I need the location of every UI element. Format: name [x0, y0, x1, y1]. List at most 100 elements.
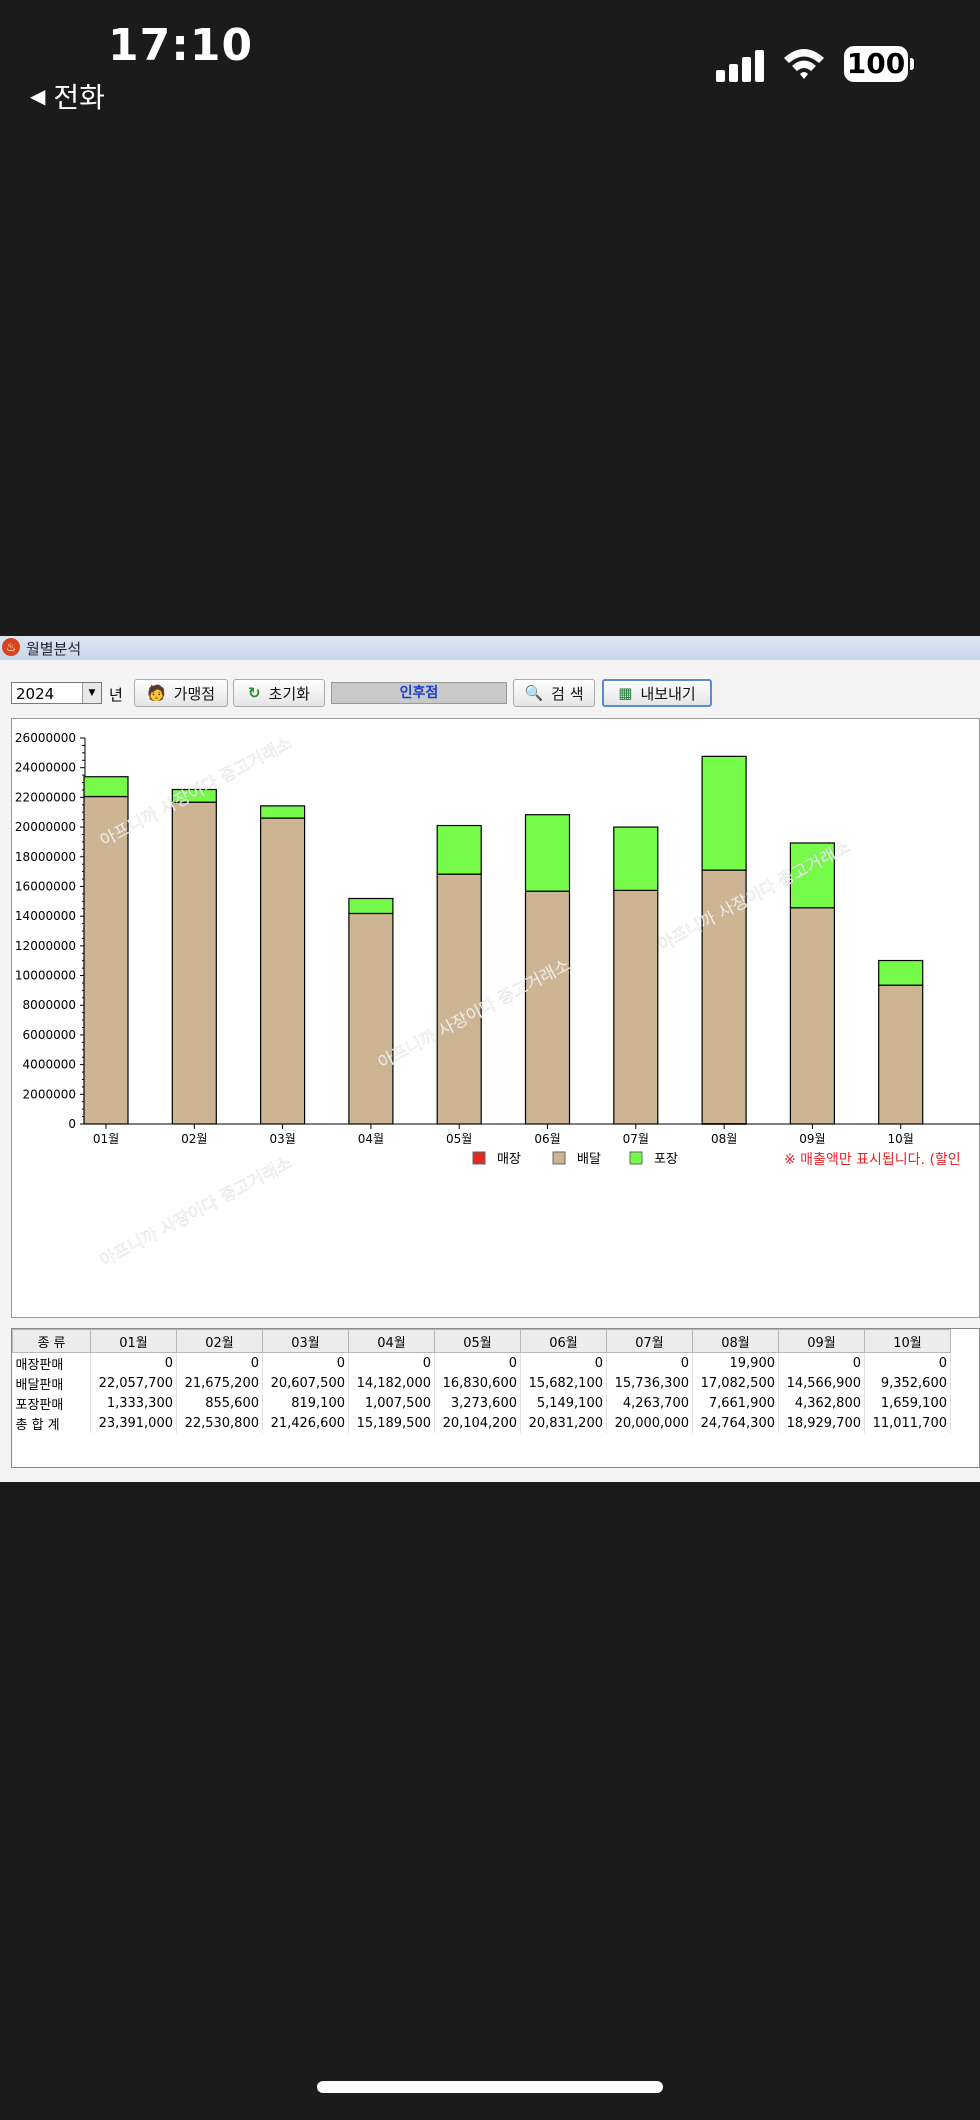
- back-to-call-link[interactable]: ◀ 전화: [30, 76, 105, 116]
- table-cell: 23,391,000: [90, 1413, 177, 1433]
- app-icon: ♨: [2, 638, 20, 656]
- year-select[interactable]: 2024 ▼: [11, 682, 102, 704]
- search-button[interactable]: 🔍 검 색: [513, 679, 595, 707]
- x-tick-label: 07월: [623, 1132, 649, 1146]
- search-label: 검 색: [551, 684, 584, 703]
- table-cell: 0: [778, 1352, 865, 1373]
- wifi-icon: [784, 49, 824, 79]
- table-cell: 15,189,500: [348, 1413, 435, 1433]
- y-tick-label: 10000000: [15, 969, 76, 983]
- store-select-label: 가맹점: [173, 684, 216, 703]
- bar-segment: [613, 826, 659, 891]
- y-tick-label: 2000000: [23, 1087, 76, 1101]
- reset-button[interactable]: ↻ 초기화: [233, 679, 325, 707]
- legend-label: 매장: [497, 1152, 521, 1167]
- export-label: 내보내기: [640, 684, 696, 703]
- store-select-button[interactable]: 🧑 가맹점: [134, 679, 228, 707]
- row-label: 포장판매: [12, 1393, 91, 1413]
- bar-segment: [83, 776, 129, 798]
- excel-icon: ▦: [618, 684, 633, 702]
- table-cell: 21,675,200: [176, 1373, 263, 1393]
- legend-label: 배달: [577, 1152, 601, 1167]
- y-tick-label: 14000000: [15, 909, 76, 923]
- table-row[interactable]: 매장판매 0 0 0 0 0 0 0 19,900 0 0: [12, 1352, 951, 1373]
- header-month[interactable]: 09월: [778, 1329, 865, 1353]
- table-cell: 4,362,800: [778, 1393, 865, 1413]
- sales-table-panel: 종 류 01월 02월 03월 04월 05월 06월 07월 08월 09월 10월 매장판매 0 0…: [11, 1328, 980, 1468]
- table-cell: 0: [864, 1352, 951, 1373]
- status-bar: 17:10 ◀ 전화 100: [0, 0, 980, 120]
- table-row[interactable]: 배달판매 22,057,700 21,675,200 20,607,500 14,182…: [12, 1373, 951, 1393]
- y-tick-label: 16000000: [15, 879, 76, 893]
- legend-swatch: [629, 1151, 643, 1165]
- x-tick-label: 03월: [269, 1132, 295, 1146]
- bar-segment: [878, 959, 924, 986]
- bar-segment: [171, 801, 217, 1125]
- bar-segment: [524, 814, 571, 892]
- table-row[interactable]: 총 합 계 23,391,000 22,530,800 21,426,600 15,18…: [12, 1413, 951, 1433]
- row-label: 총 합 계: [12, 1413, 91, 1433]
- legend-label: 포장: [654, 1152, 678, 1167]
- bar-segment: [701, 755, 747, 871]
- table-cell: 819,100: [262, 1393, 349, 1413]
- bar-segment: [789, 842, 836, 909]
- table-cell: 18,929,700: [778, 1413, 865, 1433]
- sales-notice: ※ 매출액만 표시됩니다. (할인: [784, 1152, 961, 1168]
- bar-segment: [524, 890, 571, 1125]
- header-month[interactable]: 06월: [520, 1329, 607, 1353]
- table-cell: 1,333,300: [90, 1393, 177, 1413]
- table-cell: 24,764,300: [692, 1413, 779, 1433]
- table-cell: 20,831,200: [520, 1413, 607, 1433]
- table-row[interactable]: 포장판매 1,333,300 855,600 819,100 1,007,500 3,27…: [12, 1393, 951, 1413]
- header-month[interactable]: 04월: [348, 1329, 435, 1353]
- table-cell: 0: [434, 1352, 521, 1373]
- header-month[interactable]: 07월: [606, 1329, 693, 1353]
- table-cell: 9,352,600: [864, 1373, 951, 1393]
- x-tick-label: 04월: [358, 1132, 384, 1146]
- table-cell: 20,607,500: [262, 1373, 349, 1393]
- header-month[interactable]: 02월: [176, 1329, 263, 1353]
- bar-segment: [260, 805, 306, 819]
- header-month[interactable]: 03월: [262, 1329, 349, 1353]
- header-month[interactable]: 05월: [434, 1329, 521, 1353]
- y-tick-label: 4000000: [23, 1058, 76, 1072]
- legend-swatch: [552, 1151, 566, 1165]
- table-cell: 15,682,100: [520, 1373, 607, 1393]
- watermark-text: 아프니까 사장이다 중고거래소: [97, 1153, 295, 1271]
- table-cell: 14,566,900: [778, 1373, 865, 1393]
- table-cell: 1,007,500: [348, 1393, 435, 1413]
- bar-segment: [789, 907, 836, 1125]
- home-indicator[interactable]: [317, 2081, 663, 2093]
- year-value: 2024: [16, 685, 55, 703]
- table-cell: 14,182,000: [348, 1373, 435, 1393]
- stacked-bar-chart: 0 2000000 4000000 6000000 8000000 10000000 120…: [15, 731, 980, 1272]
- search-icon: 🔍: [524, 684, 544, 702]
- header-month[interactable]: 08월: [692, 1329, 779, 1353]
- header-month[interactable]: 01월: [90, 1329, 177, 1353]
- y-tick-label: 24000000: [15, 761, 76, 775]
- reset-label: 초기화: [268, 684, 310, 703]
- bar-segment: [260, 817, 306, 1125]
- table-cell: 22,530,800: [176, 1413, 263, 1433]
- export-button[interactable]: ▦ 내보내기: [602, 679, 712, 707]
- table-cell: 0: [90, 1352, 177, 1373]
- y-tick-label: 26000000: [15, 731, 76, 745]
- header-category[interactable]: 종 류: [12, 1329, 91, 1353]
- legend-swatch: [472, 1151, 486, 1165]
- table-cell: 855,600: [176, 1393, 263, 1413]
- bar-segment: [83, 795, 129, 1125]
- row-label: 매장판매: [12, 1352, 91, 1373]
- table-cell: 19,900: [692, 1352, 779, 1373]
- sales-table: 종 류 01월 02월 03월 04월 05월 06월 07월 08월 09월 10월 매장판매 0 0…: [12, 1329, 951, 1433]
- dropdown-arrow-icon[interactable]: ▼: [82, 683, 101, 703]
- table-cell: 15,736,300: [606, 1373, 693, 1393]
- table-cell: 0: [348, 1352, 435, 1373]
- header-month[interactable]: 10월: [864, 1329, 951, 1353]
- bar-segment: [348, 912, 394, 1125]
- bar-segment: [613, 889, 659, 1125]
- status-time: 17:10: [108, 20, 254, 71]
- y-tick-label: 6000000: [23, 1028, 76, 1042]
- y-tick-label: 20000000: [15, 820, 76, 834]
- bar-segment: [701, 869, 747, 1125]
- bar-segment: [878, 984, 924, 1125]
